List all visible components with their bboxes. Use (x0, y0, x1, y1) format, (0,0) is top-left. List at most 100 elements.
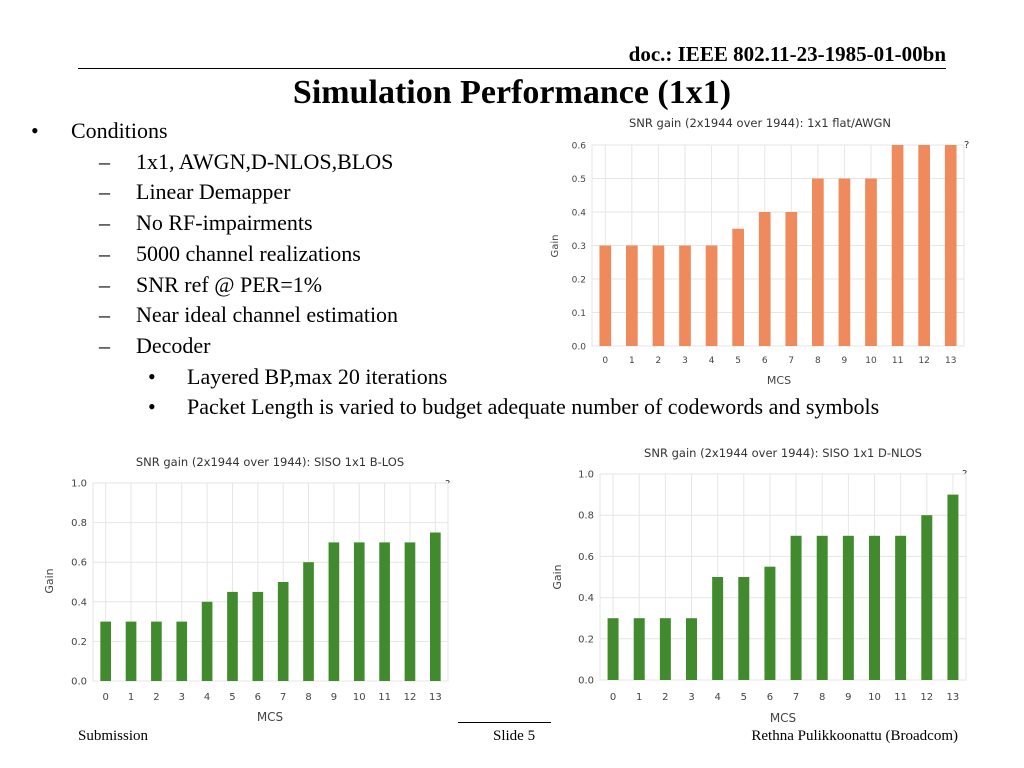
bar-mcs-7[interactable] (785, 212, 798, 346)
bar-mcs-0[interactable] (599, 245, 612, 347)
dash-icon: – (99, 148, 110, 174)
bar-mcs-4[interactable] (201, 601, 213, 681)
bar-mcs-6[interactable] (252, 591, 264, 681)
decoder-text: Packet Length is varied to budget adequa… (187, 394, 880, 419)
bar-mcs-0[interactable] (100, 621, 112, 681)
y-axis-label: Gain (43, 568, 56, 593)
slide-title: Simulation Performance (1x1) (292, 74, 732, 111)
x-tick-label: 13 (945, 356, 956, 366)
bar-mcs-13[interactable] (429, 532, 441, 682)
bar-mcs-13[interactable] (944, 145, 957, 346)
y-tick-label: 0.2 (572, 276, 586, 286)
y-tick-label: 0.4 (71, 597, 87, 608)
dash-icon: – (99, 271, 110, 297)
bar-mcs-4[interactable] (712, 577, 724, 680)
chart-title: SNR gain (2x1944 over 1944): SISO 1x1 B-… (136, 455, 404, 469)
bar-mcs-10[interactable] (353, 542, 365, 681)
footer-slide-number: Slide 5 (493, 728, 536, 744)
condition-text: 5000 channel realizations (136, 240, 361, 266)
bar-mcs-0[interactable] (607, 618, 619, 680)
y-tick-label: 0.2 (578, 634, 594, 645)
bar-mcs-1[interactable] (125, 621, 137, 681)
conditions-heading: Conditions (71, 118, 168, 143)
condition-text: No RF-impairments (136, 210, 313, 236)
chart-title: SNR gain (2x1944 over 1944): SISO 1x1 D-… (644, 446, 922, 460)
bar-mcs-5[interactable] (227, 591, 238, 681)
x-tick-label: 1 (629, 356, 635, 366)
bar-mcs-8[interactable] (812, 178, 824, 347)
x-axis-label: MCS (257, 710, 283, 724)
bar-mcs-8[interactable] (303, 562, 314, 681)
x-axis-label: MCS (770, 711, 796, 725)
bar-mcs-10[interactable] (869, 535, 880, 680)
chart-blos: SNR gain (2x1944 over 1944): SISO 1x1 B-… (38, 450, 478, 730)
footer-divider (458, 722, 551, 723)
x-tick-label: 6 (762, 356, 768, 366)
x-tick-label: 5 (735, 356, 741, 366)
bar-mcs-4[interactable] (705, 245, 718, 347)
bar-mcs-12[interactable] (921, 515, 933, 680)
x-tick-label: 2 (656, 356, 662, 366)
bar-mcs-6[interactable] (758, 212, 771, 346)
x-tick-label: 7 (280, 692, 286, 703)
bar-mcs-9[interactable] (328, 542, 340, 681)
bar-mcs-2[interactable] (652, 245, 665, 347)
bar-mcs-2[interactable] (659, 618, 671, 680)
bar-mcs-5[interactable] (738, 577, 750, 680)
bar-mcs-6[interactable] (764, 566, 776, 680)
x-tick-label: 7 (793, 692, 799, 703)
y-tick-label: 0.3 (572, 242, 586, 252)
y-tick-label: 0.0 (572, 343, 587, 353)
bar-mcs-8[interactable] (816, 535, 828, 680)
bar-mcs-9[interactable] (838, 178, 851, 347)
bar-mcs-11[interactable] (891, 145, 904, 346)
bar-mcs-13[interactable] (947, 494, 959, 680)
condition-text: Linear Demapper (136, 179, 291, 205)
help-icon[interactable]: ? (964, 140, 969, 151)
dash-icon: – (99, 240, 110, 266)
x-tick-label: 4 (709, 356, 715, 366)
bar-mcs-5[interactable] (732, 228, 744, 346)
y-tick-label: 0.2 (71, 637, 87, 648)
y-tick-label: 0.0 (71, 677, 87, 688)
x-tick-label: 6 (767, 692, 773, 703)
bar-mcs-12[interactable] (918, 145, 930, 346)
y-tick-label: 0.4 (572, 209, 587, 219)
bar-mcs-7[interactable] (790, 535, 802, 680)
x-tick-label: 6 (255, 692, 261, 703)
bar-mcs-3[interactable] (679, 245, 691, 347)
chart-blos-svg: SNR gain (2x1944 over 1944): SISO 1x1 B-… (43, 455, 450, 724)
x-tick-label: 3 (682, 356, 688, 366)
x-tick-label: 9 (842, 356, 848, 366)
x-tick-label: 9 (845, 692, 851, 703)
bar-mcs-7[interactable] (277, 582, 289, 681)
bar-mcs-10[interactable] (865, 178, 877, 347)
x-tick-label: 2 (662, 692, 668, 703)
condition-text: Decoder (136, 332, 211, 358)
bar-mcs-11[interactable] (379, 542, 390, 681)
condition-text: 1x1, AWGN,D-NLOS,BLOS (136, 148, 394, 174)
bar-mcs-2[interactable] (151, 621, 162, 681)
bar-mcs-11[interactable] (895, 535, 907, 680)
chart-dnlos: SNR gain (2x1944 over 1944): SISO 1x1 D-… (548, 442, 978, 730)
bar-mcs-3[interactable] (176, 621, 188, 681)
bullet-icon: • (31, 118, 39, 143)
y-tick-label: 0.1 (572, 309, 586, 319)
bar-mcs-9[interactable] (842, 535, 854, 680)
x-tick-label: 11 (892, 356, 903, 366)
plot-area: 0.00.10.20.30.40.50.60 1 2 3 4 5 6 7 8 9 10 11 12 13 (572, 142, 965, 366)
bar-mcs-3[interactable] (686, 618, 697, 680)
y-tick-label: 0.5 (572, 175, 586, 185)
y-axis-label: Gain (550, 235, 561, 258)
condition-text: Near ideal channel estimation (136, 302, 399, 328)
dash-icon: – (99, 210, 110, 236)
x-tick-label: 10 (353, 692, 366, 703)
dash-icon: – (99, 302, 110, 328)
bar-mcs-12[interactable] (404, 542, 416, 681)
y-tick-label: 1.0 (578, 470, 594, 481)
y-tick-label: 0.8 (578, 511, 594, 522)
bar-mcs-1[interactable] (633, 618, 645, 680)
bar-mcs-1[interactable] (626, 245, 638, 347)
y-tick-label: 0.6 (572, 142, 587, 152)
x-tick-label: 0 (602, 356, 608, 366)
